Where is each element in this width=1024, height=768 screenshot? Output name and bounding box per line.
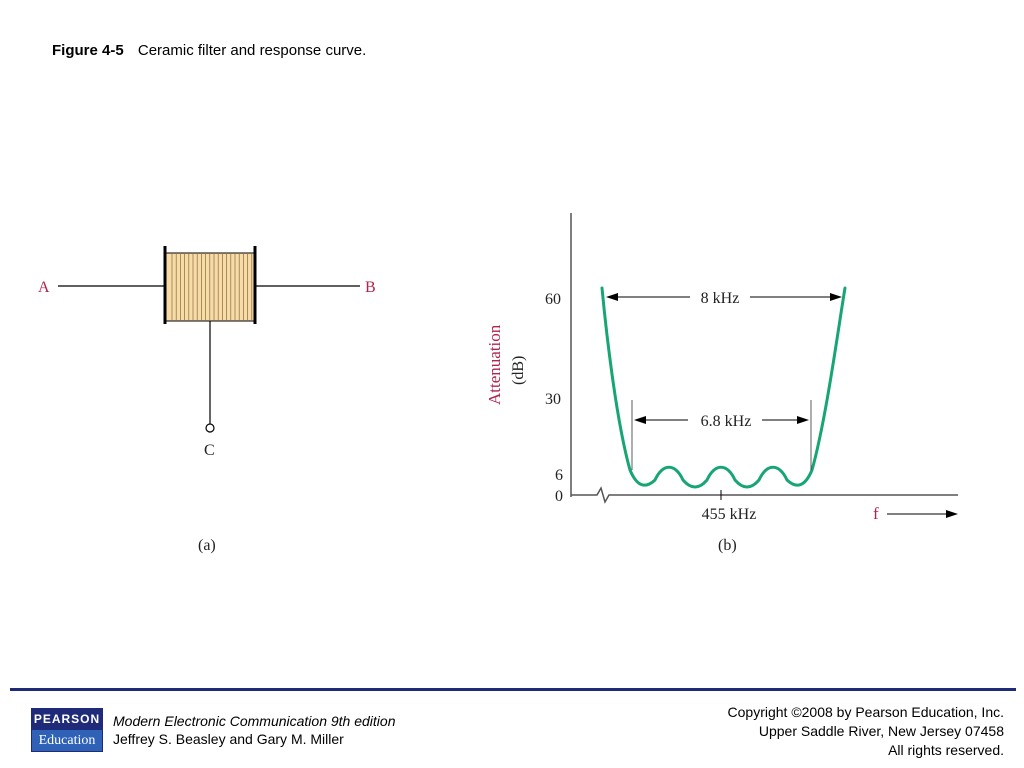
ytick-60: 60 <box>545 291 561 308</box>
footer-divider <box>10 688 1016 691</box>
book-title: Modern Electronic Communication 9th edit… <box>113 713 396 729</box>
logo-top-text: PEARSON <box>32 709 102 730</box>
x-direction-arrowhead <box>946 510 958 518</box>
bandwidth-68khz-label: 6.8 kHz <box>701 413 752 430</box>
publisher-logo: PEARSON Education <box>31 708 103 752</box>
y-axis-label: Attenuation <box>485 324 504 405</box>
copyright-line-3: All rights reserved. <box>888 742 1004 758</box>
copyright-notice: Copyright ©2008 by Pearson Education, In… <box>728 703 1004 760</box>
ytick-30: 30 <box>545 391 561 408</box>
arrowhead-8khz-right <box>830 293 842 301</box>
sublabel-b: (b) <box>718 537 737 554</box>
x-axis-break <box>571 486 958 504</box>
terminal-c-dot <box>205 423 215 433</box>
figure-title: Ceramic filter and response curve. <box>137 42 367 59</box>
sublabel-a: (a) <box>198 537 216 554</box>
book-authors: Jeffrey S. Beasley and Gary M. Miller <box>113 731 344 747</box>
terminal-a-label: A <box>38 279 50 296</box>
logo-bottom-text: Education <box>32 730 102 751</box>
ytick-0: 0 <box>555 488 563 505</box>
arrowhead-68khz-right <box>797 416 809 424</box>
diagram-b: 60 30 6 0 Attenuation (dB) 8 kHz 6.8 kHz… <box>485 213 958 554</box>
x-axis-label: f <box>873 504 879 523</box>
bandwidth-8khz-label: 8 kHz <box>701 290 740 307</box>
book-info: Modern Electronic Communication 9th edit… <box>113 712 395 748</box>
ytick-6: 6 <box>555 467 563 484</box>
terminal-b-label: B <box>365 279 376 296</box>
arrowhead-8khz-left <box>606 293 618 301</box>
filter-hatching <box>171 254 253 320</box>
copyright-line-1: Copyright ©2008 by Pearson Education, In… <box>727 704 1004 720</box>
center-frequency-label: 455 kHz <box>702 506 757 523</box>
response-curve <box>600 286 847 489</box>
copyright-line-2: Upper Saddle River, New Jersey 07458 <box>758 723 1004 739</box>
arrowhead-68khz-left <box>634 416 646 424</box>
y-axis-unit: (dB) <box>510 356 527 385</box>
figure-caption: Figure 4-5 Ceramic filter and response c… <box>52 42 366 59</box>
terminal-c-label: C <box>204 442 215 459</box>
figure-label: Figure 4-5 <box>52 42 124 59</box>
diagram-a: A B C (a) <box>38 246 376 554</box>
